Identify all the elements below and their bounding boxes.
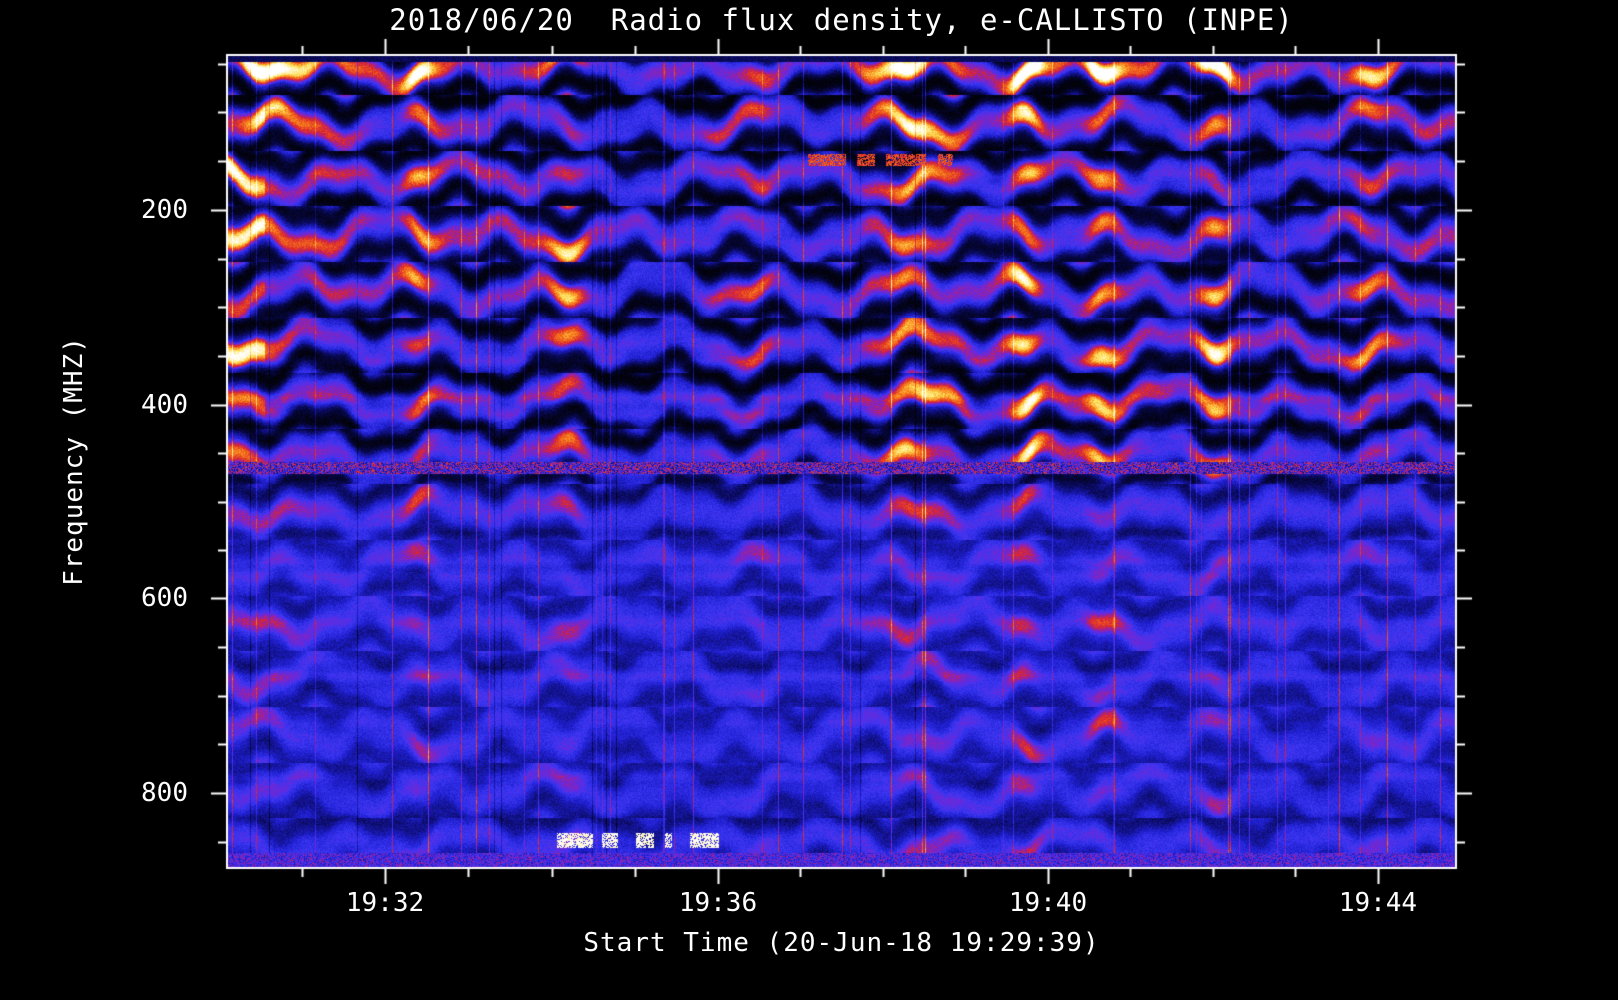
x-tick-label: 19:40 [1008,888,1088,918]
y-tick-label: 800 [141,778,188,809]
x-axis-label: Start Time (20-Jun-18 19:29:39) [583,928,1100,958]
x-tick-label: 19:44 [1338,888,1418,918]
x-tick-label: 19:36 [678,888,758,918]
y-tick-label: 600 [141,583,188,614]
y-tick-label: 200 [141,194,188,225]
x-tick-label: 19:32 [345,888,425,918]
y-tick-label: 400 [141,389,188,420]
